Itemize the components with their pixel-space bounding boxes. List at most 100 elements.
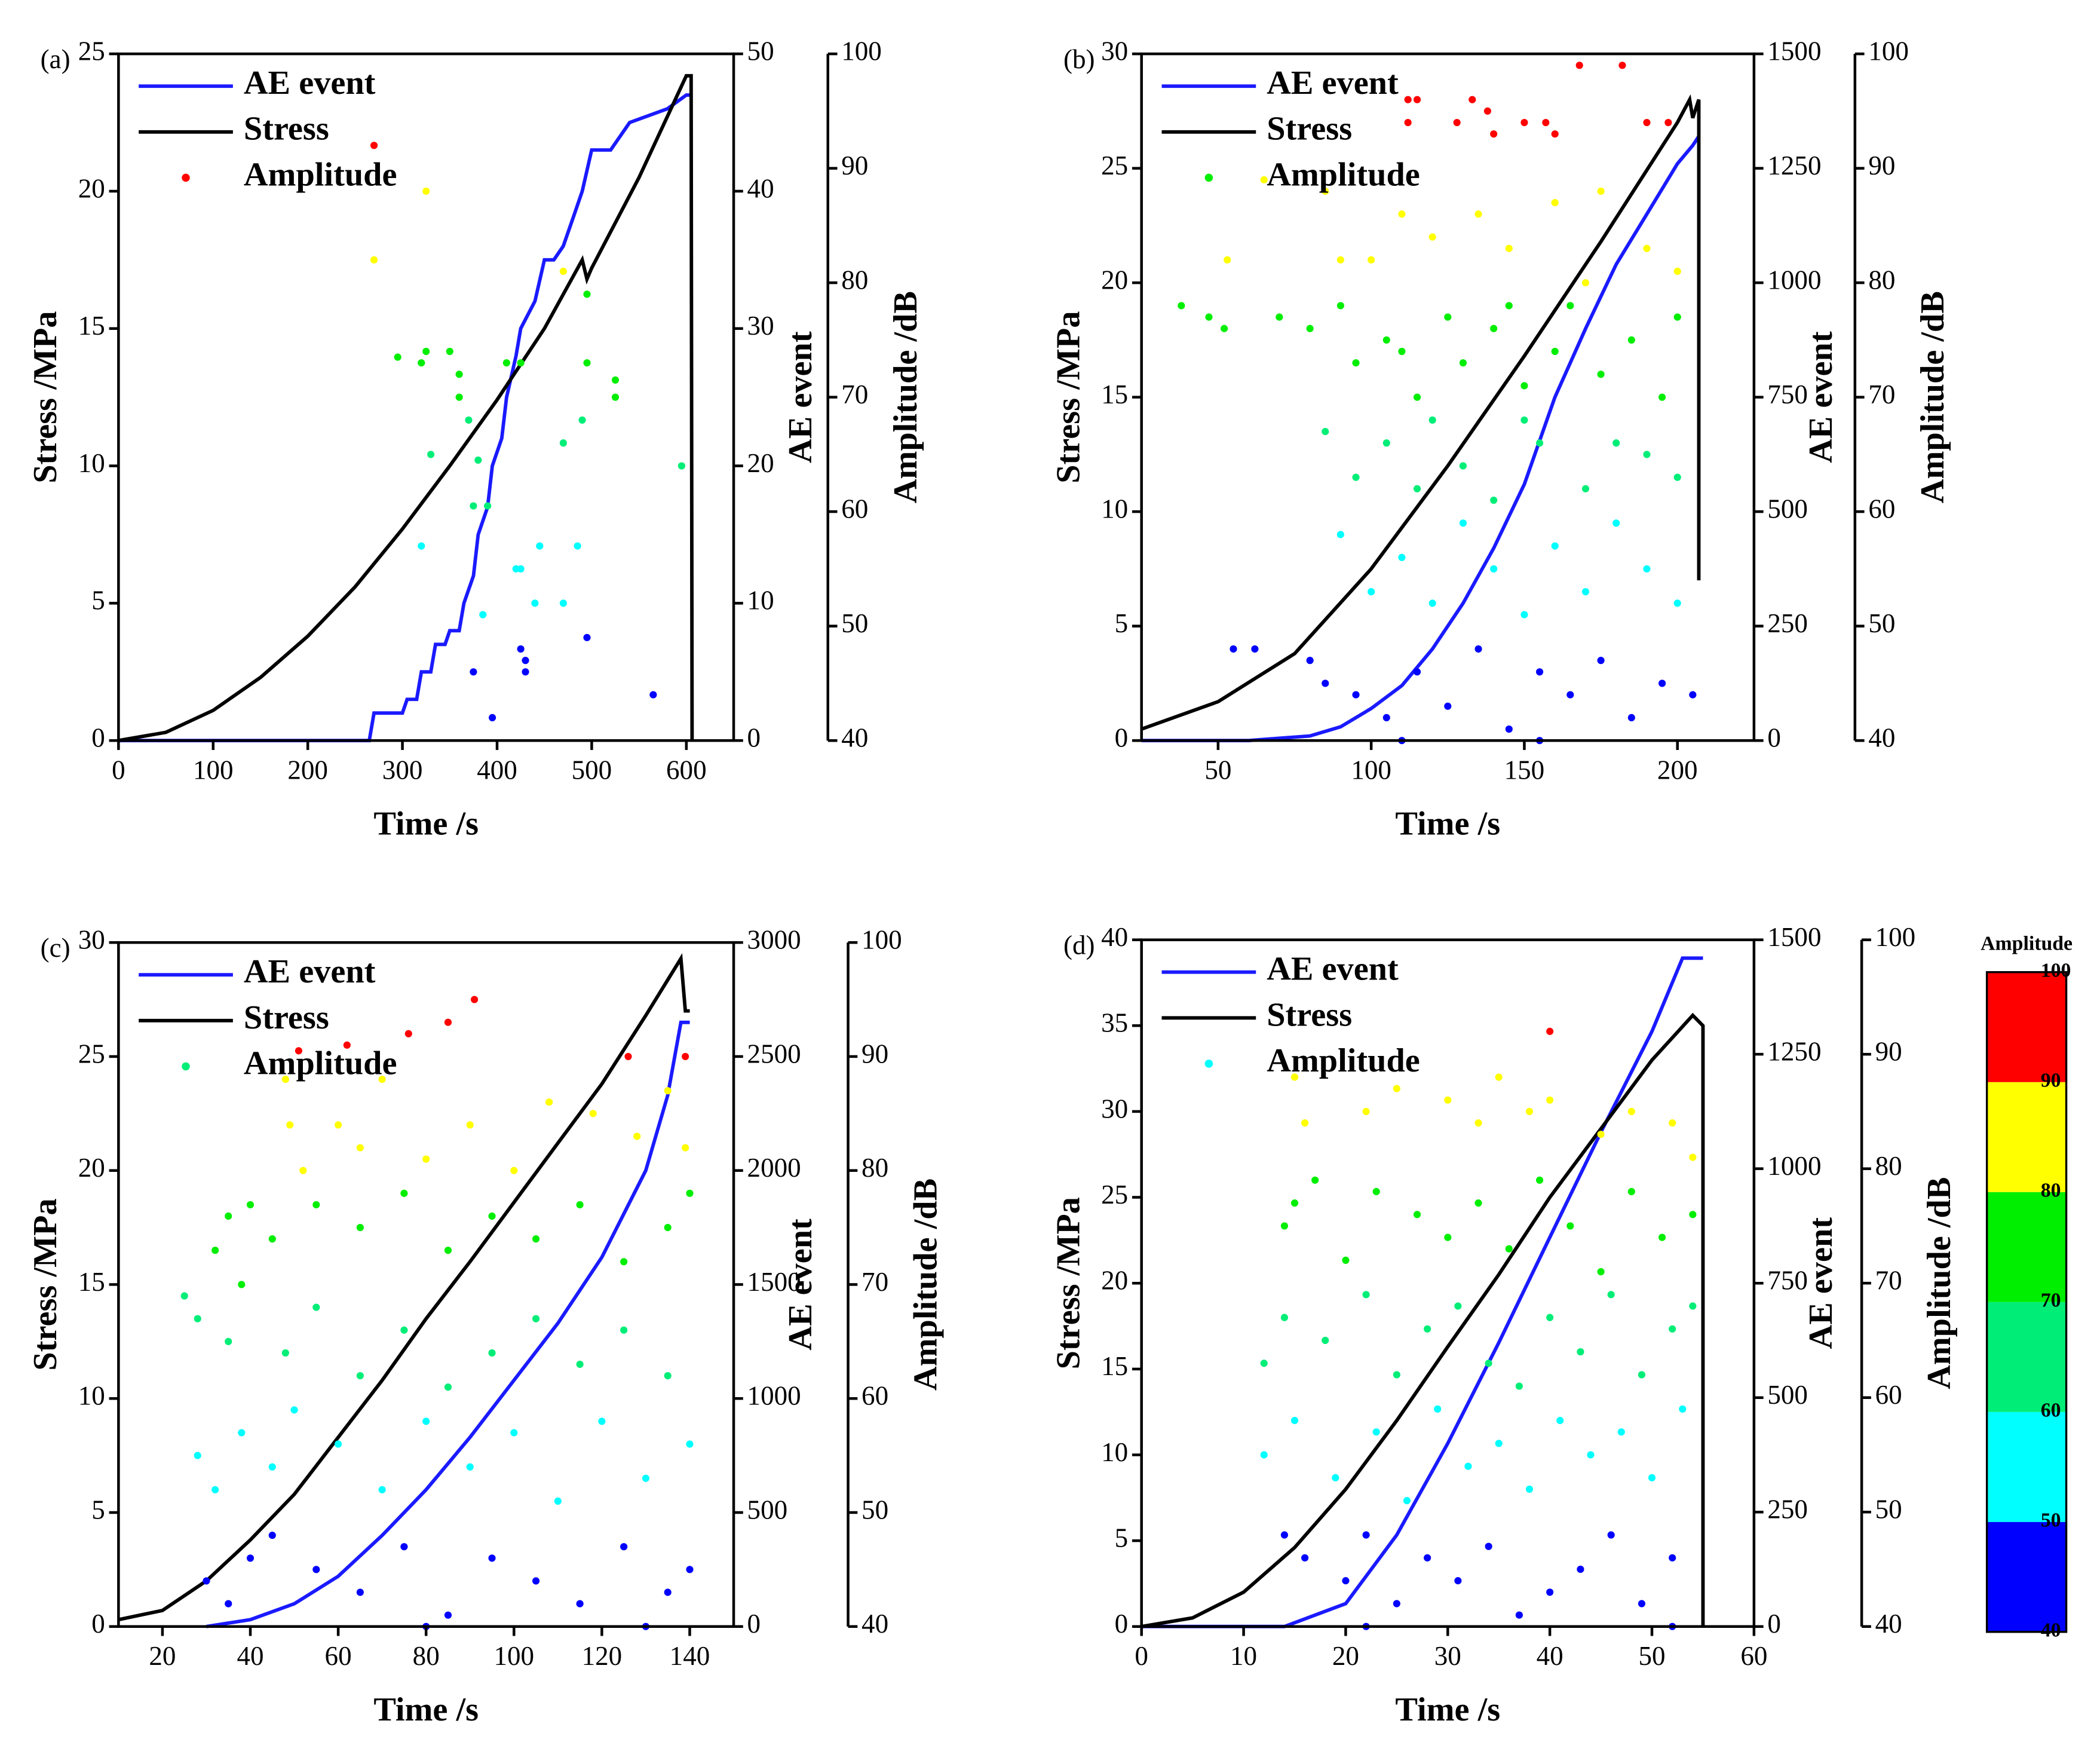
amplitude-point: [1575, 62, 1583, 69]
amplitude-point: [1336, 256, 1344, 264]
y3-tick-label: 40: [862, 1609, 888, 1639]
y3-tick-label: 40: [841, 723, 868, 753]
amplitude-point: [1669, 1119, 1676, 1127]
amplitude-point: [510, 1429, 518, 1437]
y-tick-label: 30: [1101, 1094, 1128, 1123]
y2-tick-label: 40: [747, 173, 774, 203]
amplitude-point: [1413, 96, 1421, 103]
y-tick-label: 30: [78, 925, 105, 955]
amplitude-point: [444, 1611, 452, 1619]
y3-tick-label: 60: [841, 494, 868, 524]
amplitude-point: [517, 359, 525, 367]
amplitude-point: [238, 1281, 246, 1288]
x-tick-label: 80: [413, 1641, 440, 1671]
amplitude-point: [649, 691, 657, 699]
amplitude-point: [1362, 1107, 1370, 1116]
amplitude-point: [470, 502, 477, 510]
amplitude-point: [312, 1303, 320, 1311]
amplitude-point: [574, 542, 581, 550]
amplitude-point: [422, 1418, 430, 1425]
amplitude-point: [1301, 1119, 1309, 1127]
y-tick-label: 25: [1101, 1180, 1128, 1210]
amplitude-point: [418, 542, 425, 550]
amplitude-point: [1459, 359, 1467, 367]
legend-label: AE event: [1267, 951, 1399, 988]
amplitude-point: [598, 1418, 606, 1425]
amplitude-point: [246, 1201, 255, 1208]
amplitude-point: [1368, 256, 1375, 264]
amplitude-point: [664, 1223, 672, 1232]
amplitude-point: [1577, 1348, 1584, 1356]
amplitude-point: [225, 1600, 232, 1608]
y-tick-label: 10: [78, 1381, 105, 1411]
y-tick-label: 5: [91, 1495, 105, 1524]
x-tick-label: 150: [1504, 755, 1545, 785]
amplitude-point: [418, 359, 425, 367]
y3-tick-label: 100: [862, 925, 902, 955]
series-line: [118, 93, 691, 743]
colorbar-bin: [1986, 1082, 2067, 1192]
amplitude-point: [1428, 599, 1436, 607]
x-tick-label: 20: [1332, 1641, 1359, 1671]
y3-tick-label: 90: [1868, 151, 1895, 180]
amplitude-point: [343, 1041, 351, 1049]
amplitude-point: [1673, 313, 1681, 321]
y3-tick-label: 80: [862, 1153, 888, 1183]
amplitude-point: [400, 1543, 408, 1551]
amplitude-point: [1474, 210, 1482, 218]
amplitude-point: [1689, 1302, 1697, 1310]
amplitude-point: [677, 462, 685, 470]
colorbar-bin: [1986, 972, 2067, 1082]
amplitude-point: [1505, 725, 1513, 733]
amplitude-point: [268, 1463, 276, 1471]
y-tick-label: 20: [78, 1153, 105, 1183]
amplitude-point: [378, 1486, 386, 1493]
amplitude-point: [1474, 1199, 1482, 1207]
amplitude-point: [1469, 96, 1476, 103]
amplitude-point: [404, 1030, 412, 1037]
legend-label: AE event: [244, 65, 376, 102]
amplitude-point: [1658, 1233, 1666, 1241]
amplitude-point: [290, 1406, 298, 1414]
amplitude-point: [1260, 1360, 1268, 1367]
y3-tick-label: 60: [862, 1381, 888, 1411]
amplitude-point: [1551, 347, 1559, 356]
y3-tick-label: 90: [841, 151, 868, 180]
amplitude-point: [1372, 1187, 1380, 1196]
amplitude-point: [427, 451, 435, 458]
amplitude-point: [1336, 531, 1344, 538]
amplitude-point: [1490, 565, 1498, 573]
amplitude-point: [1607, 1531, 1615, 1539]
legend-label: Amplitude: [244, 1045, 397, 1082]
amplitude-point: [1342, 1577, 1350, 1585]
x-tick-label: 60: [325, 1641, 352, 1671]
amplitude-point: [295, 1047, 302, 1055]
amplitude-point: [1276, 313, 1283, 321]
legend-label: AE event: [1267, 65, 1399, 102]
legend-label: Stress: [244, 111, 329, 148]
y3-tick-label: 70: [1868, 379, 1895, 409]
x-tick-label: 140: [670, 1641, 710, 1671]
y2-tick-label: 500: [1767, 1380, 1808, 1410]
colorbar-bin: [1986, 1302, 2067, 1412]
amplitude-point: [1382, 336, 1390, 344]
amplitude-point: [1444, 1233, 1452, 1241]
amplitude-point: [578, 416, 586, 424]
y-tick-label: 5: [91, 586, 105, 616]
y3-tick-label: 100: [1875, 922, 1916, 952]
amplitude-point: [1689, 1211, 1697, 1219]
amplitude-point: [1322, 1336, 1329, 1345]
amplitude-point: [1306, 324, 1314, 332]
amplitude-point: [422, 347, 430, 356]
amplitude-point: [1673, 267, 1681, 275]
amplitude-point: [1535, 668, 1544, 676]
amplitude-point: [1306, 657, 1314, 665]
amplitude-point: [286, 1121, 294, 1129]
y-tick-label: 15: [78, 1267, 105, 1297]
amplitude-point: [238, 1429, 246, 1437]
y2-tick-label: 0: [1767, 723, 1781, 753]
y3-tick-label: 70: [841, 379, 868, 409]
y2-tick-label: 1000: [747, 1381, 801, 1411]
y2-tick-label: 1500: [1767, 922, 1821, 952]
amplitude-point: [1618, 62, 1626, 69]
